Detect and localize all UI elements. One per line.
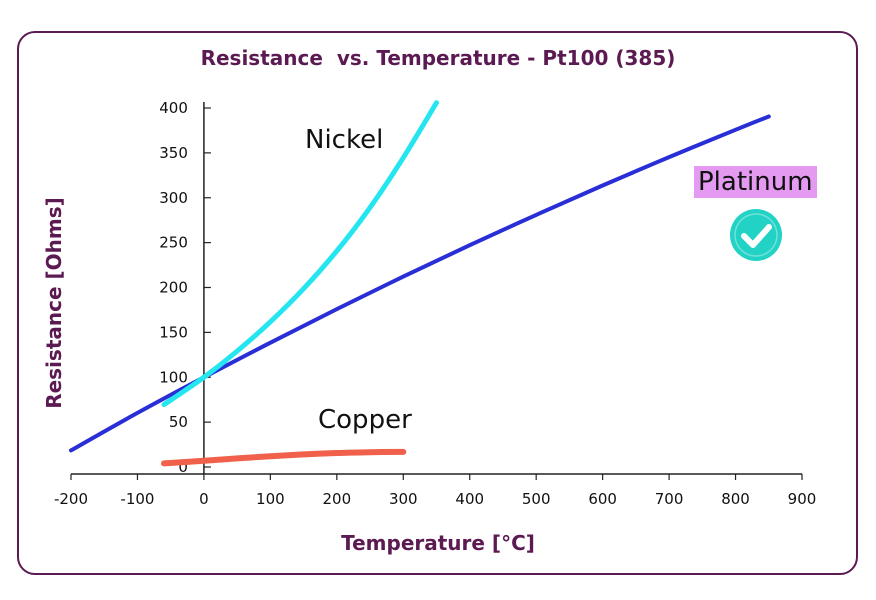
y-tick-label: 250 xyxy=(159,234,188,252)
y-tick-label: 150 xyxy=(159,323,188,341)
checkmark-icon xyxy=(730,209,782,261)
x-tick-label: -100 xyxy=(120,490,154,508)
nickel-label: Nickel xyxy=(305,125,383,155)
chart-title: Resistance vs. Temperature - Pt100 (385) xyxy=(200,46,676,70)
x-axis-label: Temperature [°C] xyxy=(341,531,535,555)
x-tick-label: 100 xyxy=(256,490,285,508)
copper-series-line xyxy=(161,448,407,467)
x-tick-label: 0 xyxy=(199,490,209,508)
nickel-series-line xyxy=(161,100,439,408)
x-tick-label: 900 xyxy=(788,490,817,508)
x-tick-label: 800 xyxy=(721,490,750,508)
y-tick-label: 400 xyxy=(159,99,188,117)
x-tick-label: 200 xyxy=(322,490,351,508)
x-tick-label: -200 xyxy=(54,490,88,508)
y-tick-label: 300 xyxy=(159,189,188,207)
x-tick-label: 400 xyxy=(455,490,484,508)
copper-label: Copper xyxy=(318,405,412,435)
y-tick-label: 350 xyxy=(159,144,188,162)
y-tick-label: 0 xyxy=(178,458,188,476)
x-tick-label: 600 xyxy=(588,490,617,508)
x-tick-label: 700 xyxy=(655,490,684,508)
x-tick-label: 500 xyxy=(522,490,551,508)
x-tick-label: 300 xyxy=(389,490,418,508)
y-tick-label: 100 xyxy=(159,368,188,386)
platinum-label: Platinum xyxy=(694,166,817,198)
y-tick-label: 200 xyxy=(159,279,188,297)
y-tick-label: 50 xyxy=(169,413,188,431)
chart-frame xyxy=(17,31,858,575)
